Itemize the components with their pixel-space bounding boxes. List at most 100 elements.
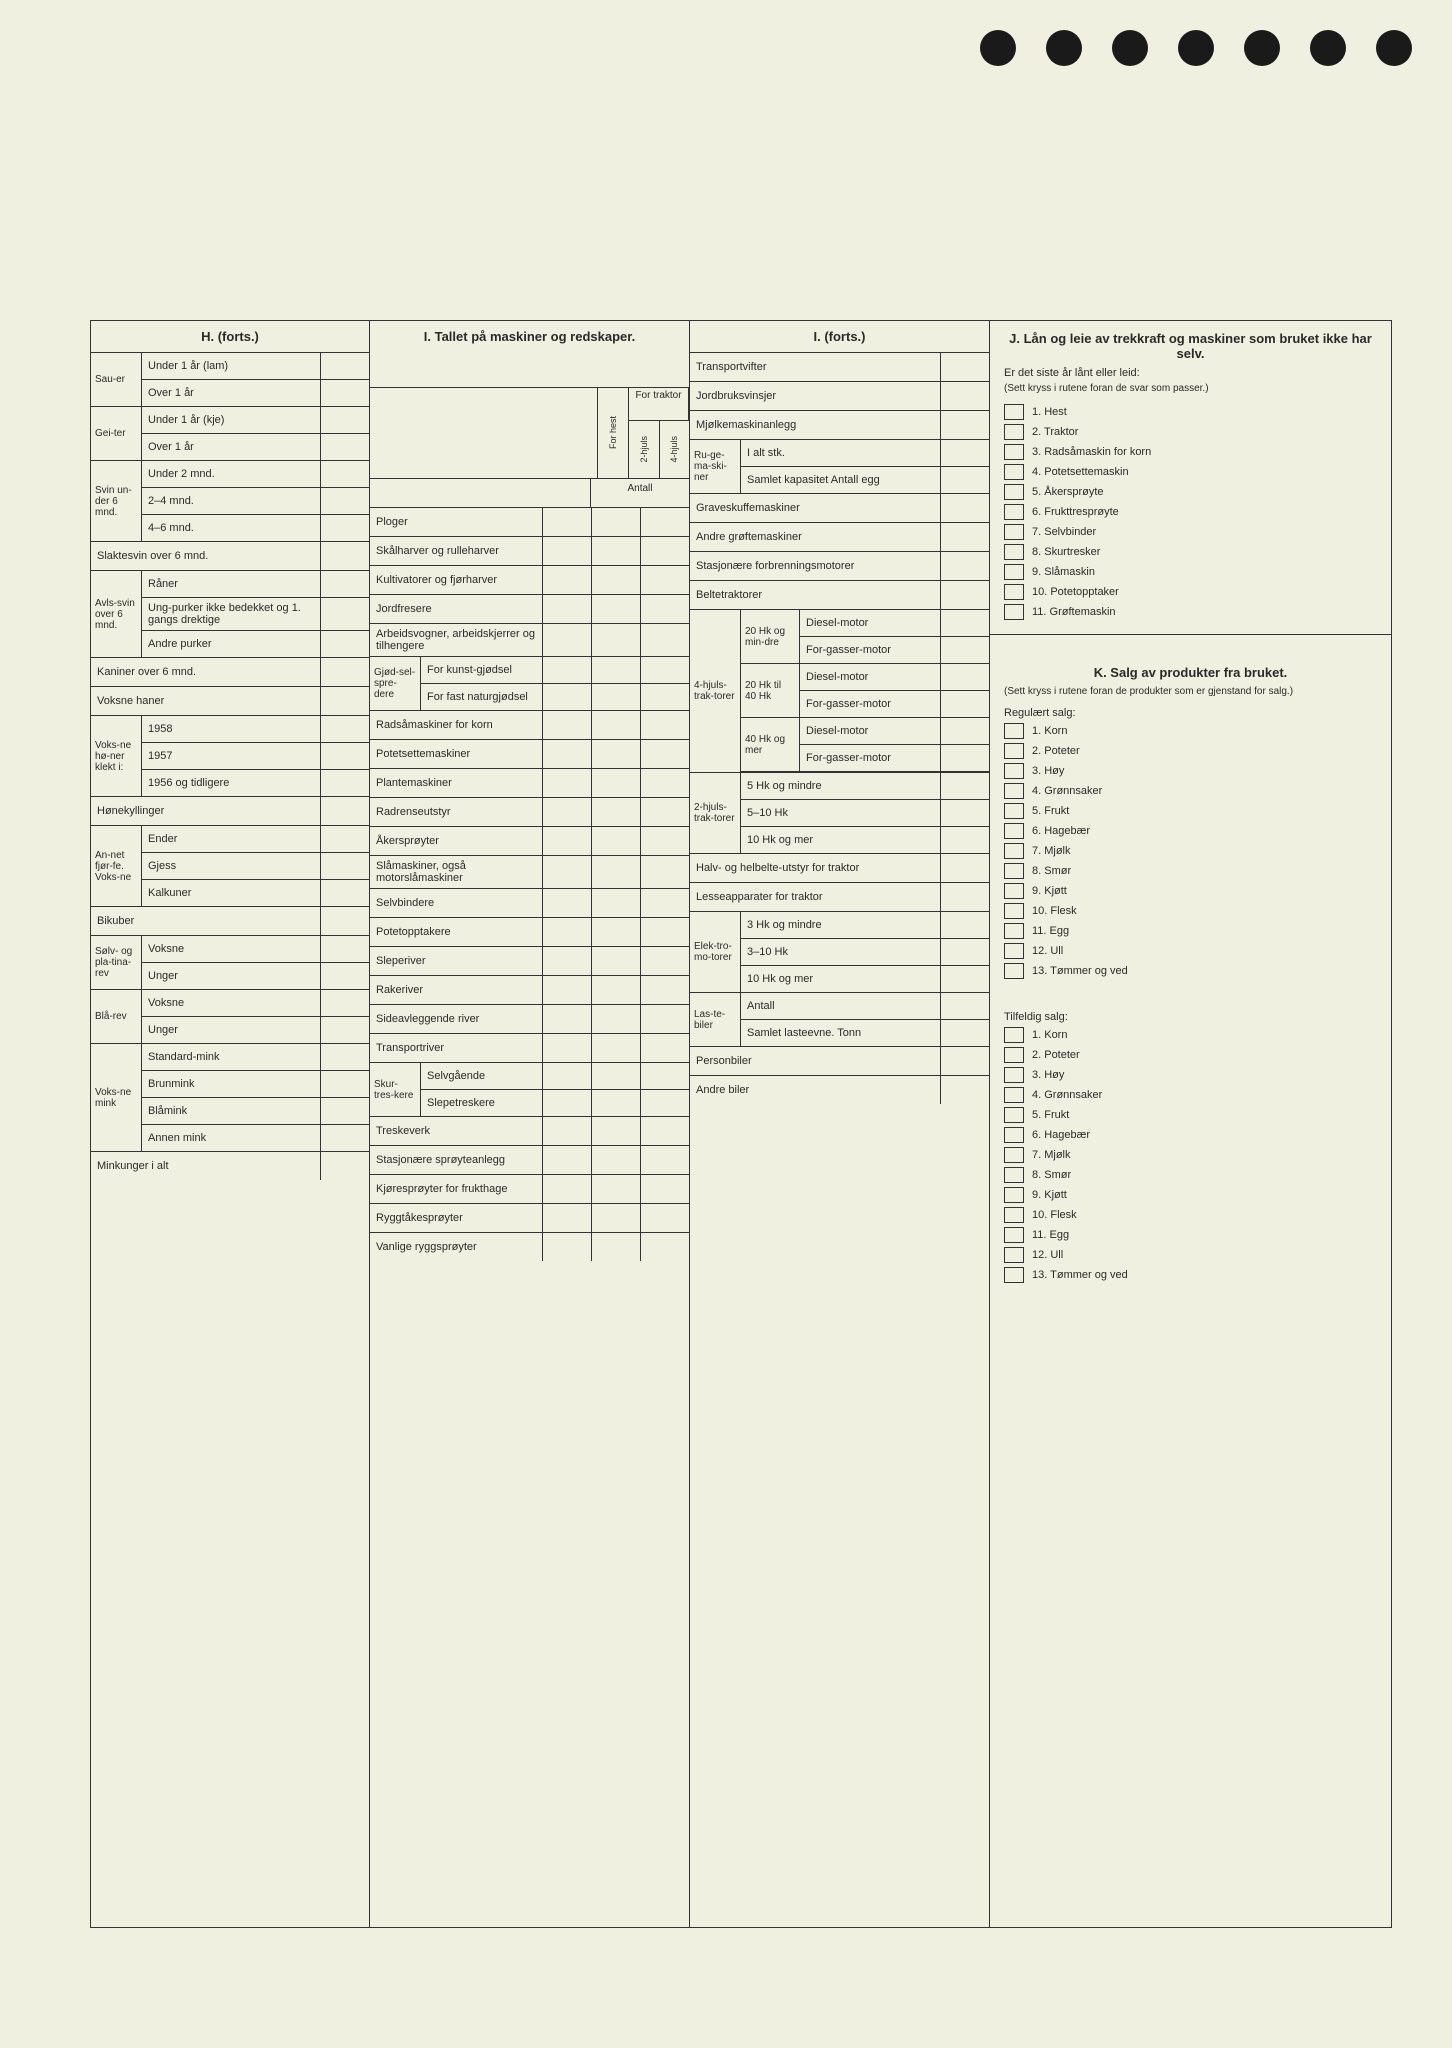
value-cell[interactable] bbox=[321, 1071, 369, 1097]
value-cell[interactable] bbox=[641, 595, 689, 623]
checkbox[interactable] bbox=[1004, 783, 1024, 799]
value-cell[interactable] bbox=[321, 770, 369, 796]
checkbox[interactable] bbox=[1004, 584, 1024, 600]
value-cell[interactable] bbox=[641, 1117, 689, 1145]
value-cell[interactable] bbox=[941, 912, 989, 938]
value-cell[interactable] bbox=[641, 798, 689, 826]
value-cell[interactable] bbox=[543, 684, 592, 710]
checkbox[interactable] bbox=[1004, 903, 1024, 919]
value-cell[interactable] bbox=[641, 976, 689, 1004]
value-cell[interactable] bbox=[321, 515, 369, 541]
value-cell[interactable] bbox=[321, 488, 369, 514]
value-cell[interactable] bbox=[941, 1047, 989, 1075]
value-cell[interactable] bbox=[543, 976, 592, 1004]
value-cell[interactable] bbox=[321, 353, 369, 379]
value-cell[interactable] bbox=[641, 1175, 689, 1203]
value-cell[interactable] bbox=[321, 687, 369, 715]
value-cell[interactable] bbox=[592, 918, 641, 946]
value-cell[interactable] bbox=[321, 598, 369, 630]
value-cell[interactable] bbox=[321, 542, 369, 570]
value-cell[interactable] bbox=[941, 745, 989, 771]
checkbox[interactable] bbox=[1004, 1087, 1024, 1103]
value-cell[interactable] bbox=[321, 907, 369, 935]
checkbox[interactable] bbox=[1004, 1027, 1024, 1043]
checkbox[interactable] bbox=[1004, 803, 1024, 819]
value-cell[interactable] bbox=[941, 827, 989, 853]
checkbox[interactable] bbox=[1004, 743, 1024, 759]
value-cell[interactable] bbox=[592, 976, 641, 1004]
value-cell[interactable] bbox=[592, 1090, 641, 1116]
value-cell[interactable] bbox=[543, 624, 592, 656]
value-cell[interactable] bbox=[592, 1175, 641, 1203]
value-cell[interactable] bbox=[641, 827, 689, 855]
value-cell[interactable] bbox=[592, 595, 641, 623]
value-cell[interactable] bbox=[321, 716, 369, 742]
value-cell[interactable] bbox=[592, 508, 641, 536]
value-cell[interactable] bbox=[592, 711, 641, 739]
checkbox[interactable] bbox=[1004, 823, 1024, 839]
value-cell[interactable] bbox=[543, 798, 592, 826]
value-cell[interactable] bbox=[641, 1090, 689, 1116]
checkbox[interactable] bbox=[1004, 564, 1024, 580]
value-cell[interactable] bbox=[941, 773, 989, 799]
value-cell[interactable] bbox=[941, 610, 989, 636]
value-cell[interactable] bbox=[321, 797, 369, 825]
value-cell[interactable] bbox=[641, 711, 689, 739]
checkbox[interactable] bbox=[1004, 1067, 1024, 1083]
value-cell[interactable] bbox=[941, 1020, 989, 1046]
value-cell[interactable] bbox=[941, 800, 989, 826]
value-cell[interactable] bbox=[941, 883, 989, 911]
checkbox[interactable] bbox=[1004, 444, 1024, 460]
value-cell[interactable] bbox=[592, 1034, 641, 1062]
value-cell[interactable] bbox=[941, 411, 989, 439]
value-cell[interactable] bbox=[941, 523, 989, 551]
value-cell[interactable] bbox=[641, 769, 689, 797]
value-cell[interactable] bbox=[941, 664, 989, 690]
value-cell[interactable] bbox=[941, 494, 989, 522]
value-cell[interactable] bbox=[592, 624, 641, 656]
value-cell[interactable] bbox=[543, 566, 592, 594]
checkbox[interactable] bbox=[1004, 1187, 1024, 1203]
checkbox[interactable] bbox=[1004, 1267, 1024, 1283]
value-cell[interactable] bbox=[941, 637, 989, 663]
value-cell[interactable] bbox=[592, 1117, 641, 1145]
value-cell[interactable] bbox=[543, 1090, 592, 1116]
value-cell[interactable] bbox=[543, 595, 592, 623]
value-cell[interactable] bbox=[321, 1125, 369, 1151]
value-cell[interactable] bbox=[592, 947, 641, 975]
value-cell[interactable] bbox=[321, 631, 369, 657]
checkbox[interactable] bbox=[1004, 424, 1024, 440]
value-cell[interactable] bbox=[543, 1117, 592, 1145]
value-cell[interactable] bbox=[641, 1034, 689, 1062]
value-cell[interactable] bbox=[592, 1146, 641, 1174]
value-cell[interactable] bbox=[543, 1233, 592, 1261]
value-cell[interactable] bbox=[543, 740, 592, 768]
value-cell[interactable] bbox=[543, 1175, 592, 1203]
checkbox[interactable] bbox=[1004, 1167, 1024, 1183]
value-cell[interactable] bbox=[321, 936, 369, 962]
value-cell[interactable] bbox=[321, 380, 369, 406]
checkbox[interactable] bbox=[1004, 763, 1024, 779]
value-cell[interactable] bbox=[941, 440, 989, 466]
value-cell[interactable] bbox=[941, 691, 989, 717]
value-cell[interactable] bbox=[592, 684, 641, 710]
value-cell[interactable] bbox=[592, 889, 641, 917]
value-cell[interactable] bbox=[592, 1233, 641, 1261]
checkbox[interactable] bbox=[1004, 524, 1024, 540]
value-cell[interactable] bbox=[641, 856, 689, 888]
value-cell[interactable] bbox=[641, 657, 689, 683]
checkbox[interactable] bbox=[1004, 1127, 1024, 1143]
value-cell[interactable] bbox=[641, 508, 689, 536]
value-cell[interactable] bbox=[321, 743, 369, 769]
value-cell[interactable] bbox=[543, 827, 592, 855]
value-cell[interactable] bbox=[592, 1063, 641, 1089]
value-cell[interactable] bbox=[543, 657, 592, 683]
value-cell[interactable] bbox=[321, 407, 369, 433]
value-cell[interactable] bbox=[641, 684, 689, 710]
checkbox[interactable] bbox=[1004, 484, 1024, 500]
value-cell[interactable] bbox=[592, 769, 641, 797]
value-cell[interactable] bbox=[641, 1233, 689, 1261]
value-cell[interactable] bbox=[543, 889, 592, 917]
value-cell[interactable] bbox=[321, 434, 369, 460]
value-cell[interactable] bbox=[543, 1063, 592, 1089]
